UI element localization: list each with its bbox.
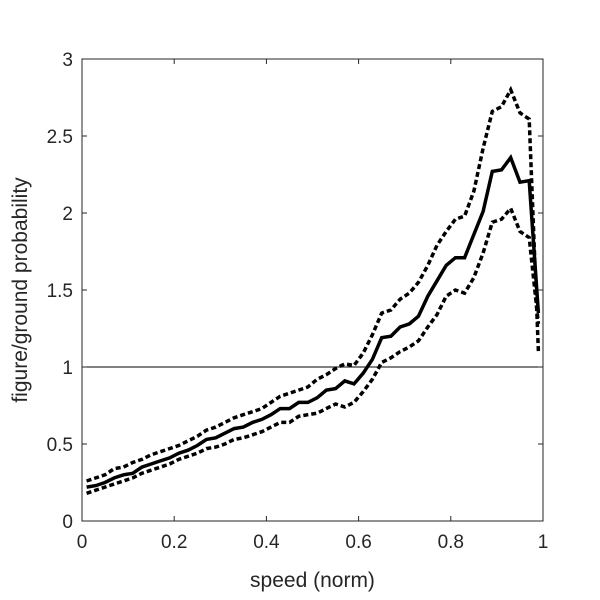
- y-tick-label: 3: [62, 50, 73, 71]
- y-tick-label: 1.5: [47, 281, 73, 302]
- x-axis-label: speed (norm): [250, 569, 375, 592]
- tick-layer: 0 0.2 0.4 0.6 0.8 1 0 0.5 1 1.5 2 2.5 3: [47, 50, 549, 553]
- x-tick-label: 1: [538, 532, 549, 553]
- series-line-bound-1: [86, 85, 541, 483]
- series-line-mean: [86, 153, 541, 489]
- y-tick-label: 2: [62, 204, 73, 225]
- x-tick-label: 0.2: [161, 532, 187, 553]
- x-tick-label: 0.4: [253, 532, 280, 553]
- series-line-bound-2: [86, 205, 541, 495]
- x-tick-label: 0.6: [345, 532, 371, 553]
- y-tick-label: 0: [62, 512, 73, 533]
- series-layer: [86, 85, 541, 495]
- y-axis-label: figure/ground probability: [9, 177, 32, 403]
- y-tick-label: 0.5: [47, 435, 73, 456]
- y-tick-label: 1: [62, 358, 73, 379]
- x-tick-label: 0.8: [438, 532, 464, 553]
- x-tick-label: 0: [77, 532, 88, 553]
- y-tick-label: 2.5: [47, 127, 73, 148]
